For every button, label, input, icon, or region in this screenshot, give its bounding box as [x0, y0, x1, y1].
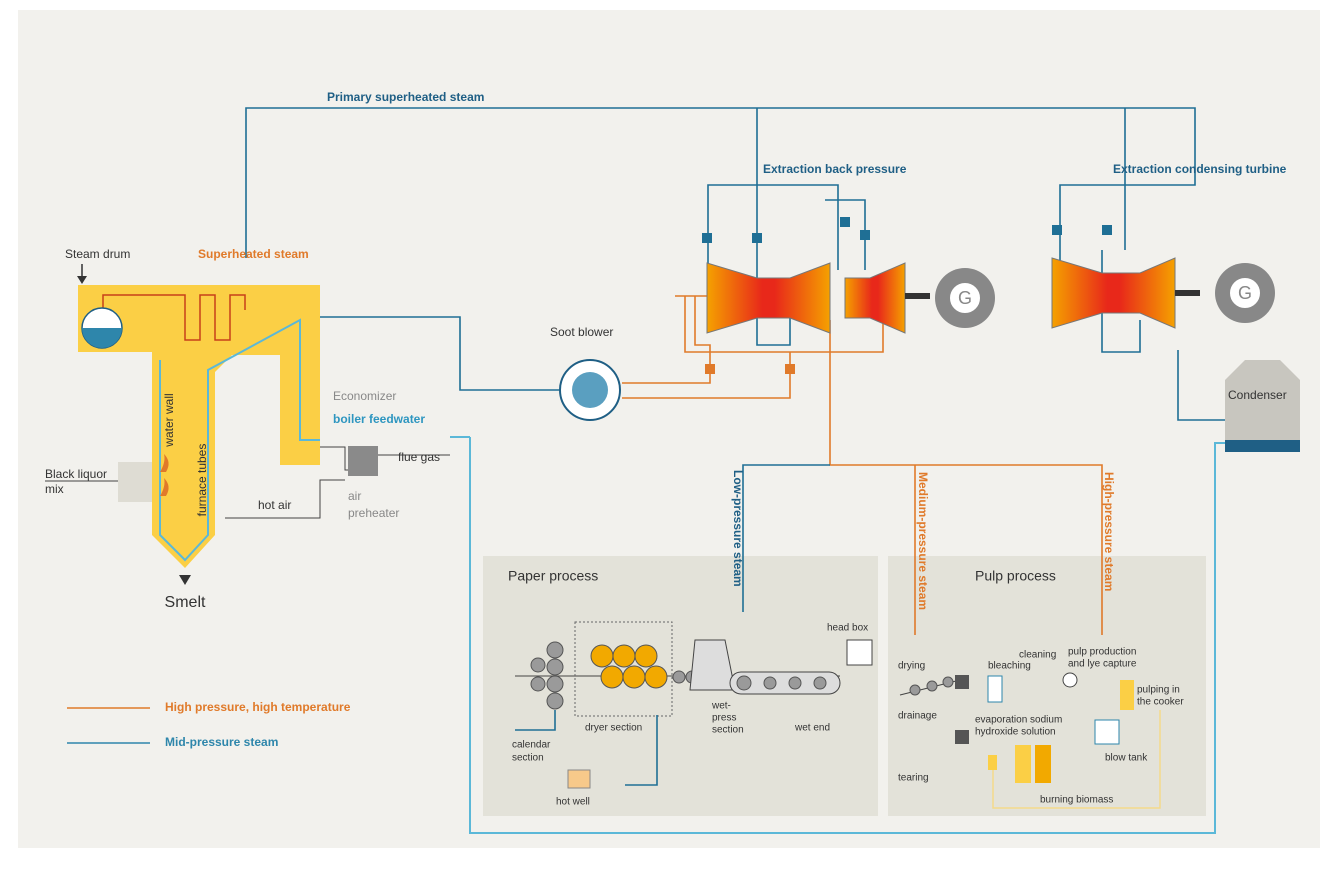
label: press [712, 713, 736, 724]
label: air [348, 489, 361, 503]
condenser-base [1225, 440, 1300, 452]
label: water wall [162, 393, 176, 447]
label: pulp production [1068, 647, 1136, 658]
label: drainage [898, 711, 937, 722]
panel-title: Pulp process [975, 568, 1056, 584]
label: cleaning [1019, 650, 1056, 661]
label: blow tank [1105, 753, 1148, 764]
shaft [1175, 290, 1200, 296]
label: burning biomass [1040, 795, 1113, 806]
legend-label: High pressure, high temperature [165, 700, 351, 714]
shaft [905, 293, 930, 299]
label: wet- [711, 701, 731, 712]
label: Steam drum [65, 247, 130, 261]
label: boiler feedwater [333, 412, 425, 426]
label: Smelt [165, 594, 206, 611]
label: flue gas [398, 450, 440, 464]
label: Superheated steam [198, 247, 309, 261]
label: bleaching [988, 661, 1031, 672]
label: Primary superheated steam [327, 90, 484, 104]
label: Extraction back pressure [763, 162, 907, 176]
label: head box [827, 623, 868, 634]
label: the cooker [1137, 697, 1184, 708]
label: calendar [512, 740, 551, 751]
label: preheater [348, 506, 399, 520]
label: Black liquor [45, 467, 107, 481]
label: tearing [898, 773, 929, 784]
label: section [712, 725, 744, 736]
label: wet end [794, 723, 830, 734]
label: Medium-pressure steam [916, 472, 930, 610]
label: hydroxide solution [975, 727, 1056, 738]
label: pulping in [1137, 685, 1180, 696]
panel-title: Paper process [508, 568, 598, 584]
label: hot air [258, 498, 291, 512]
burner-box [118, 462, 152, 502]
label: Soot blower [550, 325, 613, 339]
label: evaporation sodium [975, 715, 1062, 726]
legend-label: Mid-pressure steam [165, 735, 278, 749]
label: drying [898, 661, 925, 672]
label: Extraction condensing turbine [1113, 162, 1287, 176]
label: dryer section [585, 723, 642, 734]
label: and lye capture [1068, 659, 1137, 670]
diagram: Primary superheated steam Extraction bac… [0, 0, 1335, 877]
label: Low-pressure steam [731, 470, 745, 587]
generator-label: G [958, 288, 972, 308]
soot-blower-fan [572, 372, 608, 408]
label: High-pressure steam [1102, 472, 1116, 591]
label: Economizer [333, 389, 396, 403]
label: furnace tubes [195, 444, 209, 517]
generator-label: G [1238, 283, 1252, 303]
label: section [512, 753, 544, 764]
label: hot well [556, 797, 590, 808]
label: mix [45, 482, 64, 496]
label: Condenser [1228, 388, 1287, 402]
air-preheater [348, 446, 378, 476]
